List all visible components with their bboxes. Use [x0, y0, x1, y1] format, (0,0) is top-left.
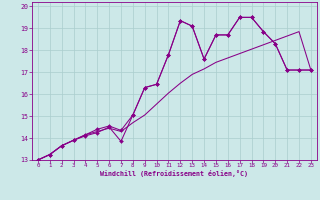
X-axis label: Windchill (Refroidissement éolien,°C): Windchill (Refroidissement éolien,°C)	[100, 170, 248, 177]
